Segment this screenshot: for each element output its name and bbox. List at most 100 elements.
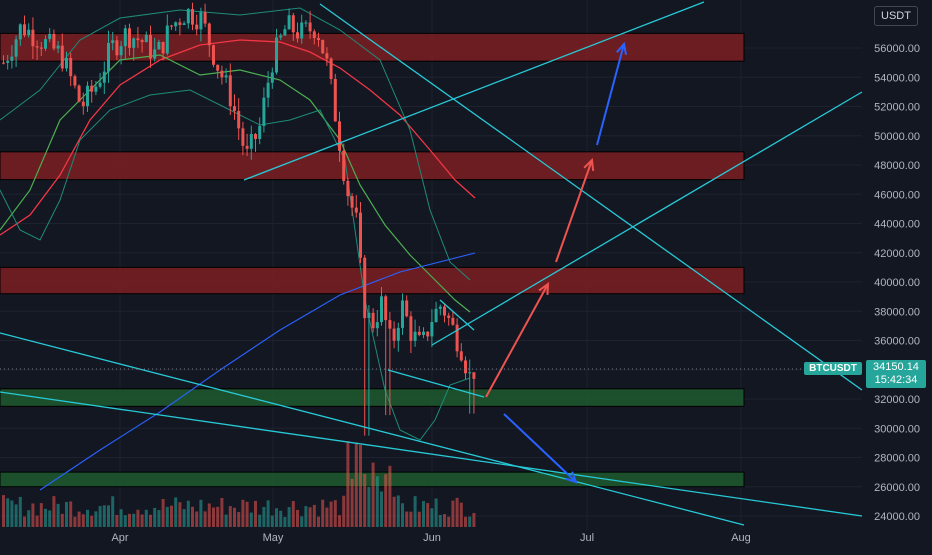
- projection-arrow-shaft[interactable]: [555, 159, 593, 263]
- candle-down: [2, 62, 5, 64]
- resistance-zone[interactable]: [0, 32, 745, 62]
- moving-average-long: [39, 252, 476, 491]
- candle-down: [325, 53, 329, 59]
- volume-bar: [165, 506, 169, 527]
- projection-arrows[interactable]: [485, 41, 628, 484]
- volume-bar: [23, 516, 26, 527]
- candle-up: [94, 86, 98, 92]
- projection-arrow-shaft[interactable]: [503, 413, 577, 483]
- trendline[interactable]: [319, 3, 863, 391]
- projection-arrow-head[interactable]: [565, 471, 578, 484]
- volume-bar: [132, 513, 136, 527]
- candle-down: [245, 145, 249, 149]
- candle-down: [459, 351, 463, 361]
- projection-arrow-head[interactable]: [538, 281, 550, 296]
- volume-bar: [241, 499, 245, 527]
- candle-down: [405, 300, 409, 317]
- volume-bar: [39, 503, 43, 527]
- price-tick-label: 26000.00: [874, 482, 920, 494]
- volume-bar: [73, 516, 77, 527]
- volume-bar: [405, 511, 409, 527]
- volume-bar: [342, 495, 346, 527]
- candle-up: [413, 331, 417, 341]
- volume-bar: [329, 501, 333, 527]
- price-tick-label: 30000.00: [874, 423, 920, 435]
- volume-bar: [321, 499, 325, 527]
- volume-bar: [237, 512, 241, 527]
- time-axis[interactable]: Apr May Jun Jul Aug: [111, 532, 750, 544]
- bollinger-lower: [0, 89, 471, 441]
- candle-down: [350, 196, 354, 208]
- candle-down: [342, 150, 346, 181]
- bollinger-upper: [0, 7, 471, 281]
- candle-up: [224, 75, 228, 78]
- volume-bar: [367, 486, 371, 527]
- volume-bar: [258, 514, 262, 527]
- volume-bar: [216, 506, 220, 527]
- trendline[interactable]: [243, 1, 705, 181]
- candle-down: [308, 22, 312, 32]
- bar-countdown: 15:42:34: [874, 374, 918, 386]
- volume-bar: [136, 509, 140, 527]
- volume-bar: [304, 506, 308, 527]
- candle-down: [39, 47, 43, 49]
- symbol-price-tag: BTCUSDT: [804, 362, 862, 375]
- currency-label[interactable]: USDT: [874, 6, 918, 26]
- volume-bar: [392, 496, 396, 527]
- volume-bars: [2, 441, 476, 527]
- resistance-zone[interactable]: [0, 266, 745, 295]
- price-tick-label: 48000.00: [874, 160, 920, 172]
- projection-arrow-shaft[interactable]: [596, 43, 625, 146]
- volume-bar: [178, 502, 182, 527]
- candle-down: [371, 312, 375, 329]
- volume-bar: [212, 507, 215, 527]
- volume-bar: [140, 514, 144, 527]
- trendlines[interactable]: [0, 1, 863, 526]
- price-tick-label: 32000.00: [874, 394, 920, 406]
- candle-down: [333, 78, 337, 122]
- candle-up: [27, 29, 31, 36]
- candle-down: [220, 70, 224, 78]
- candle-up: [153, 49, 157, 59]
- price-tick-label: 50000.00: [874, 131, 920, 143]
- volume-bar: [451, 500, 455, 527]
- projection-arrow-head[interactable]: [616, 41, 628, 55]
- trendline[interactable]: [439, 299, 475, 331]
- volume-bar: [417, 511, 421, 527]
- trendline[interactable]: [0, 391, 863, 517]
- price-tick-label: 56000.00: [874, 43, 920, 55]
- volume-bar: [144, 509, 148, 527]
- projection-arrow-head[interactable]: [583, 157, 595, 172]
- volume-bar: [128, 513, 131, 527]
- candle-up: [266, 82, 270, 98]
- support-zone[interactable]: [0, 388, 745, 407]
- volume-bar: [262, 507, 266, 527]
- candle-up: [174, 22, 178, 27]
- candle-up: [48, 33, 52, 40]
- trendline[interactable]: [387, 369, 485, 398]
- candle-down: [23, 24, 26, 36]
- candlesticks: [2, 2, 476, 436]
- projection-arrow-shaft[interactable]: [485, 283, 549, 398]
- volume-bar: [6, 498, 10, 527]
- volume-bar: [359, 444, 362, 527]
- time-tick-label: Aug: [731, 532, 751, 544]
- candle-up: [380, 296, 383, 323]
- candle-down: [329, 58, 333, 79]
- volume-bar: [426, 503, 430, 527]
- candle-up: [10, 56, 14, 61]
- trendline[interactable]: [0, 332, 745, 526]
- volume-bar: [354, 442, 358, 527]
- volume-bar: [199, 499, 203, 527]
- price-tick-label: 38000.00: [874, 306, 920, 318]
- resistance-zone[interactable]: [0, 151, 745, 181]
- candle-down: [417, 331, 421, 336]
- trendline[interactable]: [431, 91, 863, 346]
- price-tick-label: 54000.00: [874, 72, 920, 84]
- price-tick-label: 36000.00: [874, 336, 920, 348]
- candle-up: [367, 312, 371, 319]
- candle-down: [354, 207, 358, 213]
- candle-down: [321, 39, 325, 54]
